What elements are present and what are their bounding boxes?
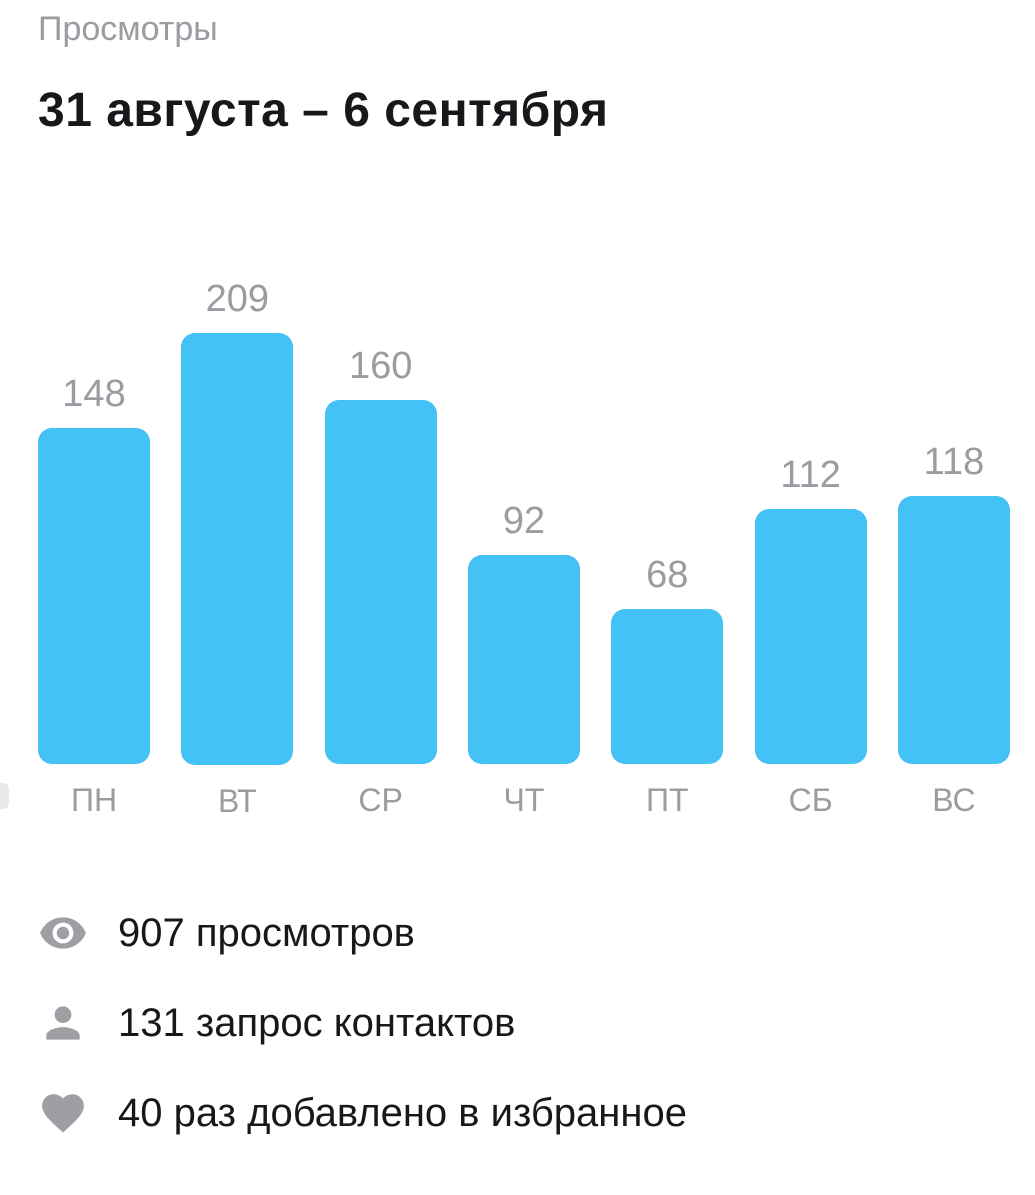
bar-value-label: 92 bbox=[502, 500, 546, 542]
bar-column: 209 ВТ bbox=[181, 278, 294, 820]
bar-value-label: 68 bbox=[646, 554, 689, 596]
favorites-count-label: 40 раз добавлено в избранное bbox=[118, 1090, 687, 1135]
eye-icon bbox=[38, 908, 88, 958]
bar[interactable] bbox=[324, 400, 437, 764]
bar-column: 118 ВС bbox=[897, 278, 1010, 820]
bar-category-label: ВС bbox=[932, 782, 976, 818]
bar[interactable] bbox=[897, 496, 1010, 764]
bar-value-label: 118 bbox=[923, 441, 985, 483]
date-range-title: 31 августа – 6 сентября bbox=[38, 84, 609, 137]
bar-value-label: 160 bbox=[348, 345, 413, 387]
bar-category-label: ЧТ bbox=[503, 782, 545, 818]
bar-column: 92 ЧТ bbox=[467, 278, 580, 820]
contacts-count-label: 131 запрос контактов bbox=[118, 1000, 516, 1045]
bar-column: 112 СБ bbox=[754, 278, 867, 820]
header: Просмотры 31 августа – 6 сентября bbox=[0, 10, 1035, 138]
bar-column: 148 ПН bbox=[38, 278, 150, 820]
bar-category-label: ВТ bbox=[217, 783, 257, 819]
person-icon bbox=[38, 998, 88, 1048]
bar-column: 160 СР bbox=[324, 278, 437, 820]
bar-chart: 148 ПН 209 ВТ 160 СР 92 ЧТ 68 ПТ 112 СБ 118 ВС bbox=[38, 278, 1010, 820]
section-subtitle: Просмотры bbox=[38, 10, 218, 48]
bar[interactable] bbox=[181, 333, 294, 765]
bar[interactable] bbox=[38, 428, 150, 764]
bar-category-label: СР bbox=[358, 782, 403, 818]
bar-value-label: 112 bbox=[780, 454, 841, 496]
bar[interactable] bbox=[754, 509, 867, 764]
stat-row-views: 907 просмотров bbox=[38, 908, 1035, 958]
chart-container: 148 ПН 209 ВТ 160 СР 92 ЧТ 68 ПТ 112 СБ 118 ВС bbox=[0, 278, 1035, 820]
bar[interactable] bbox=[467, 555, 580, 764]
heart-icon bbox=[38, 1088, 88, 1138]
bar-value-label: 209 bbox=[205, 278, 270, 320]
stats-list: 907 просмотров 131 запрос контактов 40 р… bbox=[0, 908, 1035, 1138]
views-count-label: 907 просмотров bbox=[118, 910, 415, 955]
bar[interactable] bbox=[611, 609, 724, 764]
stat-row-contacts: 131 запрос контактов bbox=[38, 998, 1035, 1048]
bar-category-label: ПТ bbox=[646, 782, 689, 818]
bar-column: 68 ПТ bbox=[611, 278, 724, 820]
bar-value-label: 148 bbox=[62, 373, 126, 415]
left-edge-tick bbox=[0, 783, 9, 809]
stat-row-favorites: 40 раз добавлено в избранное bbox=[38, 1088, 1035, 1138]
bar-category-label: СБ bbox=[788, 782, 833, 818]
bar-category-label: ПН bbox=[70, 782, 118, 818]
